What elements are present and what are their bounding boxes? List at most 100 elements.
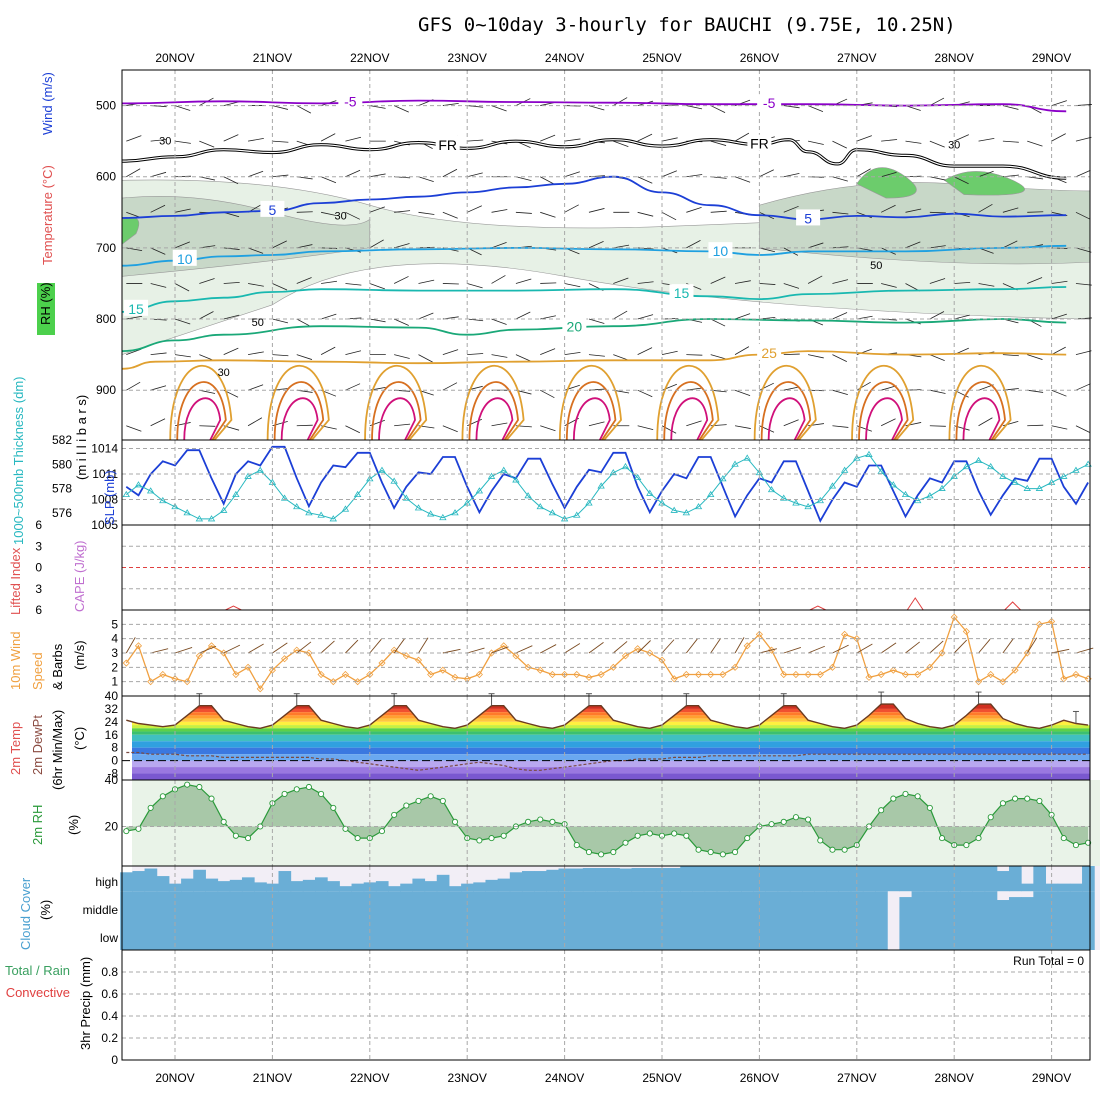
thickness-marker (1035, 484, 1044, 491)
wind-barb (832, 211, 849, 215)
temperature-color-band (132, 721, 1090, 726)
wind-barb (272, 105, 289, 110)
wind-speed-marker (402, 652, 410, 660)
surface-isotherm-loop (663, 381, 714, 441)
pressure-tick-label: 800 (96, 312, 116, 326)
wind-barb (759, 247, 776, 253)
wind-barb (929, 425, 946, 427)
surface-isotherm-loop (760, 381, 812, 441)
wind-barb (954, 314, 970, 320)
wind-barb (515, 354, 531, 362)
surface-wind-barb (661, 639, 675, 654)
wind-speed-marker (1011, 666, 1019, 674)
cloud-high-bar (229, 879, 243, 892)
wind-barb (345, 136, 362, 142)
wind-barb (929, 354, 945, 361)
cloud-high-bar (850, 866, 864, 892)
wind-speed-marker (682, 670, 690, 679)
thickness-marker (621, 462, 630, 470)
wind-barb (369, 105, 386, 109)
thickness-marker (767, 486, 776, 493)
wind-barb (1002, 354, 1019, 357)
thickness-marker (670, 506, 678, 513)
wind-barb (832, 312, 848, 320)
cloud-high-bar (424, 881, 438, 892)
cloud-high-bar (254, 882, 267, 892)
thickness-marker (329, 515, 337, 522)
wind-speed-marker (609, 663, 617, 671)
cloud-middle-bar (899, 897, 913, 950)
thickness-marker (828, 482, 837, 489)
wind-barb (856, 168, 871, 178)
cloud-middle-bar (156, 891, 170, 950)
wind-barb (223, 247, 240, 250)
surface-wind-barb (1026, 637, 1038, 654)
thickness-marker (256, 466, 264, 473)
wind-barb (564, 283, 581, 288)
wind-barb (272, 318, 289, 324)
wind-barb (905, 208, 922, 213)
thickness-marker (865, 450, 873, 457)
wind-barb (223, 314, 240, 320)
wind-speed-marker (999, 678, 1007, 686)
rh-marker (208, 795, 215, 802)
cloud-high-bar (948, 866, 961, 892)
rh-marker (573, 842, 580, 849)
wind-barb (929, 140, 945, 148)
cloud-level-high: high (95, 875, 118, 889)
wind-barb (978, 137, 995, 142)
date-label-bottom: 23NOV (448, 1071, 487, 1085)
rh-marker (610, 849, 617, 856)
thickness-marker (780, 494, 788, 501)
wind-barb (588, 421, 605, 427)
wind-barb (174, 354, 191, 358)
cloud-high-bar (497, 878, 511, 892)
wind-barb (808, 140, 824, 145)
date-label-top: 27NOV (837, 51, 876, 65)
cape-spike (1004, 601, 1021, 611)
cloud-middle-bar (1082, 891, 1095, 950)
temperature-color-band (132, 767, 1090, 774)
wind-barb (491, 209, 508, 213)
wind-barb (442, 425, 458, 433)
rh-marker (914, 793, 921, 800)
wind-barb (296, 244, 313, 249)
wind-barb (929, 278, 946, 284)
thickness-marker (913, 496, 922, 504)
wind-barb (1051, 313, 1067, 320)
wind-tick-label: 3 (111, 646, 118, 660)
surface-isotherm-loop (753, 364, 817, 441)
date-label-bottom: 25NOV (642, 1071, 681, 1085)
isotherm-line (121, 286, 1067, 313)
contour-label-bg (562, 317, 587, 334)
cloud-high-bar (996, 871, 1010, 892)
wind-speed-marker (147, 678, 155, 686)
lifted-index-tick-label: 0 (35, 561, 42, 575)
thickness-marker (573, 511, 581, 518)
wind-speed-marker (792, 670, 800, 679)
wind-barb (1051, 133, 1066, 142)
wind-speed-marker (841, 630, 849, 638)
thickness-marker (609, 469, 618, 476)
wind-barb (686, 174, 703, 178)
wind-barb (321, 211, 337, 217)
cloud-high-bar (680, 866, 693, 892)
thickness-marker (232, 490, 240, 498)
cloud-middle-bar (546, 891, 560, 950)
wind-barb (783, 173, 800, 178)
cloud-middle-bar (619, 891, 633, 950)
wind-speed-marker (694, 670, 703, 679)
temperature-tick-label: 24 (105, 715, 119, 729)
thickness-marker (293, 503, 301, 510)
cloud-high-bar (412, 878, 426, 892)
rh-marker (281, 790, 288, 797)
cloud-middle-bar (765, 891, 779, 950)
wind-barb (345, 383, 361, 391)
rh-marker (439, 797, 446, 804)
wind-barb (272, 354, 289, 357)
wind10-unit-label: (m/s) (72, 640, 87, 670)
cloud-middle-bar (862, 891, 876, 950)
precip-tick-label: 0.8 (101, 965, 118, 979)
wind-barb (296, 105, 312, 114)
wind-barb (442, 168, 458, 178)
